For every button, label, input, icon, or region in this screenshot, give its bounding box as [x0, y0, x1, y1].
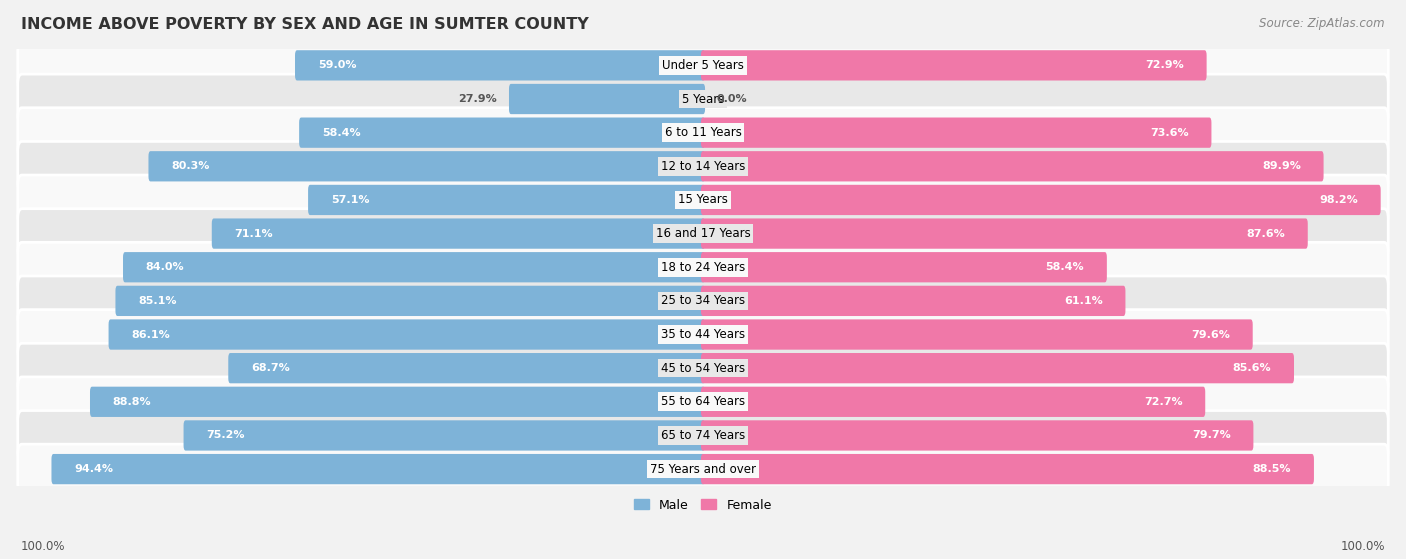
Text: 58.4%: 58.4%: [1046, 262, 1084, 272]
FancyBboxPatch shape: [702, 286, 1125, 316]
Text: 45 to 54 Years: 45 to 54 Years: [661, 362, 745, 375]
Text: 5 Years: 5 Years: [682, 92, 724, 106]
Text: 100.0%: 100.0%: [21, 541, 66, 553]
Text: 18 to 24 Years: 18 to 24 Years: [661, 260, 745, 274]
FancyBboxPatch shape: [702, 319, 1253, 350]
Text: 80.3%: 80.3%: [172, 162, 209, 171]
Text: 6 to 11 Years: 6 to 11 Years: [665, 126, 741, 139]
Text: 15 Years: 15 Years: [678, 193, 728, 206]
Text: 72.7%: 72.7%: [1144, 397, 1182, 407]
FancyBboxPatch shape: [18, 410, 1388, 461]
Text: 71.1%: 71.1%: [235, 229, 273, 239]
Text: 27.9%: 27.9%: [458, 94, 498, 104]
Text: 88.5%: 88.5%: [1253, 464, 1291, 474]
FancyBboxPatch shape: [18, 74, 1388, 124]
Text: 68.7%: 68.7%: [252, 363, 290, 373]
Text: 75.2%: 75.2%: [207, 430, 245, 440]
FancyBboxPatch shape: [18, 209, 1388, 258]
FancyBboxPatch shape: [702, 185, 1381, 215]
FancyBboxPatch shape: [18, 175, 1388, 225]
Text: 57.1%: 57.1%: [330, 195, 370, 205]
Text: 94.4%: 94.4%: [75, 464, 112, 474]
FancyBboxPatch shape: [18, 377, 1388, 427]
FancyBboxPatch shape: [108, 319, 704, 350]
Text: 87.6%: 87.6%: [1246, 229, 1285, 239]
FancyBboxPatch shape: [122, 252, 704, 282]
Text: 85.6%: 85.6%: [1233, 363, 1271, 373]
Legend: Male, Female: Male, Female: [630, 494, 776, 517]
Text: 55 to 64 Years: 55 to 64 Years: [661, 395, 745, 408]
FancyBboxPatch shape: [299, 117, 704, 148]
Text: 86.1%: 86.1%: [131, 329, 170, 339]
Text: 59.0%: 59.0%: [318, 60, 356, 70]
FancyBboxPatch shape: [295, 50, 704, 80]
Text: 25 to 34 Years: 25 to 34 Years: [661, 295, 745, 307]
FancyBboxPatch shape: [18, 141, 1388, 191]
Text: 88.8%: 88.8%: [112, 397, 152, 407]
FancyBboxPatch shape: [18, 444, 1388, 494]
Text: 65 to 74 Years: 65 to 74 Years: [661, 429, 745, 442]
FancyBboxPatch shape: [149, 151, 704, 182]
Text: 35 to 44 Years: 35 to 44 Years: [661, 328, 745, 341]
Text: 58.4%: 58.4%: [322, 127, 360, 138]
FancyBboxPatch shape: [18, 310, 1388, 359]
Text: 79.6%: 79.6%: [1191, 329, 1230, 339]
FancyBboxPatch shape: [52, 454, 704, 484]
FancyBboxPatch shape: [18, 243, 1388, 292]
Text: Under 5 Years: Under 5 Years: [662, 59, 744, 72]
FancyBboxPatch shape: [702, 151, 1323, 182]
Text: INCOME ABOVE POVERTY BY SEX AND AGE IN SUMTER COUNTY: INCOME ABOVE POVERTY BY SEX AND AGE IN S…: [21, 17, 589, 32]
FancyBboxPatch shape: [702, 353, 1294, 383]
FancyBboxPatch shape: [509, 84, 704, 114]
Text: 12 to 14 Years: 12 to 14 Years: [661, 160, 745, 173]
FancyBboxPatch shape: [212, 219, 704, 249]
Text: 0.0%: 0.0%: [717, 94, 748, 104]
Text: 75 Years and over: 75 Years and over: [650, 463, 756, 476]
FancyBboxPatch shape: [115, 286, 704, 316]
Text: 85.1%: 85.1%: [138, 296, 177, 306]
FancyBboxPatch shape: [702, 117, 1212, 148]
FancyBboxPatch shape: [702, 50, 1206, 80]
FancyBboxPatch shape: [18, 276, 1388, 326]
Text: 61.1%: 61.1%: [1064, 296, 1102, 306]
Text: 79.7%: 79.7%: [1192, 430, 1230, 440]
FancyBboxPatch shape: [308, 185, 704, 215]
FancyBboxPatch shape: [18, 40, 1388, 90]
FancyBboxPatch shape: [702, 420, 1253, 451]
FancyBboxPatch shape: [702, 219, 1308, 249]
FancyBboxPatch shape: [18, 108, 1388, 158]
Text: 100.0%: 100.0%: [1340, 541, 1385, 553]
FancyBboxPatch shape: [184, 420, 704, 451]
Text: 72.9%: 72.9%: [1144, 60, 1184, 70]
Text: Source: ZipAtlas.com: Source: ZipAtlas.com: [1260, 17, 1385, 30]
Text: 84.0%: 84.0%: [146, 262, 184, 272]
FancyBboxPatch shape: [702, 387, 1205, 417]
Text: 73.6%: 73.6%: [1150, 127, 1188, 138]
FancyBboxPatch shape: [228, 353, 704, 383]
Text: 16 and 17 Years: 16 and 17 Years: [655, 227, 751, 240]
FancyBboxPatch shape: [18, 343, 1388, 393]
FancyBboxPatch shape: [90, 387, 704, 417]
Text: 98.2%: 98.2%: [1319, 195, 1358, 205]
FancyBboxPatch shape: [702, 454, 1315, 484]
FancyBboxPatch shape: [702, 252, 1107, 282]
Text: 89.9%: 89.9%: [1263, 162, 1301, 171]
